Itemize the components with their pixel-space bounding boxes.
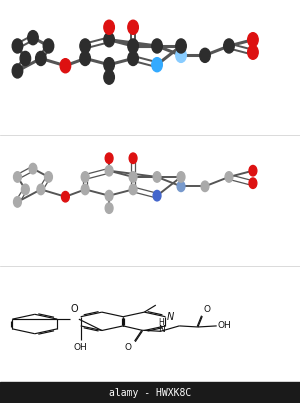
- Circle shape: [177, 181, 185, 191]
- Text: OH: OH: [218, 322, 232, 330]
- Circle shape: [104, 58, 114, 72]
- Bar: [0, 382, 300, 403]
- Circle shape: [152, 58, 162, 72]
- Circle shape: [81, 184, 89, 195]
- Text: alamy - HWXK8C: alamy - HWXK8C: [109, 388, 191, 397]
- Circle shape: [104, 33, 114, 47]
- Circle shape: [153, 191, 161, 201]
- Text: N: N: [167, 312, 174, 322]
- Circle shape: [129, 172, 137, 182]
- Text: O: O: [71, 304, 78, 314]
- Circle shape: [105, 166, 113, 176]
- Circle shape: [28, 31, 38, 45]
- Circle shape: [249, 178, 257, 189]
- Circle shape: [249, 166, 257, 176]
- Circle shape: [225, 172, 233, 182]
- Text: H: H: [158, 318, 164, 327]
- Circle shape: [201, 181, 209, 191]
- Circle shape: [104, 70, 114, 84]
- Circle shape: [248, 33, 258, 47]
- Circle shape: [177, 172, 185, 182]
- Circle shape: [22, 184, 29, 195]
- Circle shape: [105, 153, 113, 164]
- Circle shape: [176, 39, 186, 53]
- Circle shape: [224, 39, 234, 53]
- Circle shape: [105, 191, 113, 201]
- Circle shape: [61, 191, 69, 202]
- Circle shape: [36, 52, 46, 66]
- Circle shape: [43, 39, 54, 53]
- Text: O: O: [125, 343, 132, 352]
- Circle shape: [14, 197, 21, 207]
- Circle shape: [60, 59, 71, 73]
- Circle shape: [14, 172, 21, 182]
- Circle shape: [153, 172, 161, 182]
- Circle shape: [105, 203, 113, 213]
- Circle shape: [129, 153, 137, 164]
- Text: N: N: [158, 325, 164, 334]
- Circle shape: [176, 48, 186, 62]
- Text: O: O: [204, 305, 211, 314]
- Circle shape: [128, 52, 138, 66]
- Circle shape: [152, 39, 162, 53]
- Circle shape: [200, 48, 210, 62]
- Circle shape: [80, 52, 90, 66]
- Circle shape: [12, 39, 23, 53]
- Circle shape: [128, 20, 138, 34]
- Circle shape: [128, 39, 138, 53]
- Circle shape: [104, 20, 114, 34]
- Circle shape: [129, 184, 137, 195]
- Circle shape: [12, 64, 23, 78]
- Circle shape: [80, 39, 90, 53]
- Circle shape: [29, 163, 37, 174]
- Circle shape: [248, 45, 258, 59]
- Circle shape: [45, 172, 52, 182]
- Circle shape: [20, 52, 31, 66]
- Circle shape: [81, 172, 89, 182]
- Circle shape: [37, 184, 45, 195]
- Text: OH: OH: [74, 343, 88, 352]
